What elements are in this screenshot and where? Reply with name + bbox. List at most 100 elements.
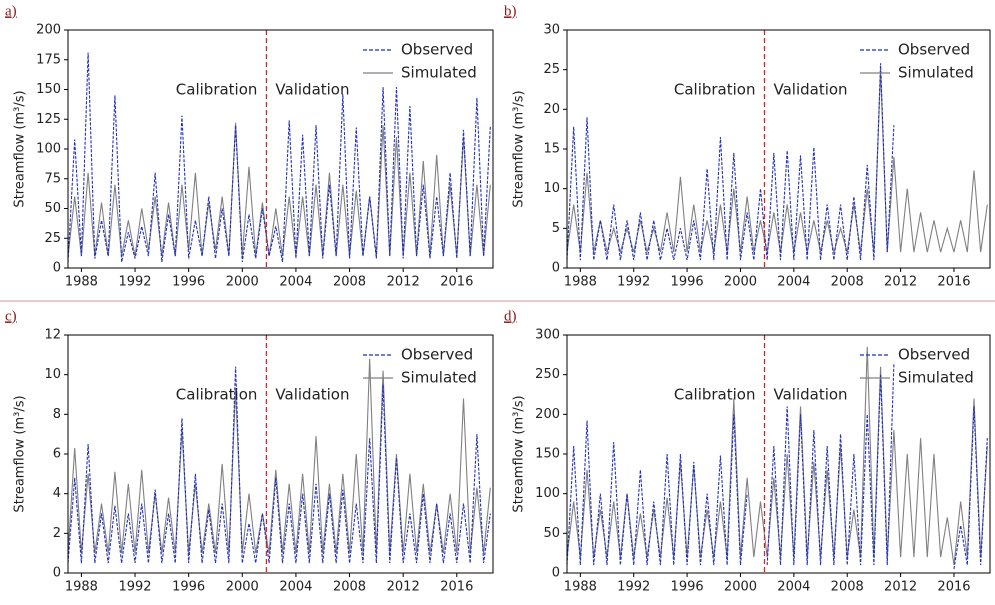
y-tick-label: 175 [36,52,61,67]
x-tick-label: 2000 [724,580,757,595]
y-tick-label: 150 [535,447,560,462]
series-line [68,52,491,263]
y-axis-label: Streamflow (m³/s) [512,90,527,207]
plot-area [567,63,988,261]
y-tick-label: 25 [543,62,560,77]
annotation: Validation [275,386,349,404]
series-line [953,406,988,570]
series-line [567,414,748,566]
y-tick-label: 100 [535,486,560,501]
x-tick-label: 1988 [65,275,98,290]
x-tick-label: 2012 [884,580,917,595]
y-tick-label: 0 [552,566,560,581]
y-tick-label: 5 [552,221,560,236]
y-tick-label: 150 [36,82,61,97]
x-tick-label: 2008 [831,580,864,595]
y-tick-label: 30 [543,23,560,38]
x-tick-label: 1988 [564,275,597,290]
plot-area [68,358,491,564]
x-tick-label: 1996 [671,275,704,290]
annotation: Validation [275,81,349,99]
y-tick-label: 250 [535,367,560,382]
annotation: Validation [773,386,847,404]
y-tick-label: 4 [53,486,61,501]
x-tick-label: 2008 [333,275,366,290]
y-tick-label: 10 [543,181,560,196]
x-tick-label: 2004 [777,275,810,290]
x-tick-label: 1988 [564,580,597,595]
series-line [567,63,895,261]
x-tick-label: 2012 [884,275,917,290]
series-line [567,69,988,255]
x-tick-label: 2000 [226,275,259,290]
y-tick-label: 300 [535,328,560,343]
y-tick-label: 50 [44,201,61,216]
y-tick-label: 200 [36,23,61,38]
legend-label: Simulated [898,64,974,82]
legend-label: Simulated [401,64,477,82]
y-tick-label: 12 [44,328,61,343]
y-tick-label: 100 [36,142,61,157]
x-tick-label: 2008 [333,580,366,595]
panel-label: c) [5,308,17,324]
x-tick-label: 2012 [387,275,420,290]
series-line [567,346,988,566]
y-tick-label: 0 [53,566,61,581]
series-line [68,366,491,564]
axes-frame [67,334,494,574]
x-tick-label: 1996 [172,275,205,290]
annotation: Calibration [176,386,258,404]
x-tick-label: 2000 [226,580,259,595]
legend-label: Observed [898,41,970,59]
axes-frame [566,29,991,269]
y-tick-label: 200 [535,407,560,422]
y-tick-label: 2 [53,526,61,541]
y-tick-label: 25 [44,231,61,246]
panel-label: a) [5,3,17,19]
y-tick-label: 6 [53,447,61,462]
annotation: Calibration [674,81,756,99]
y-tick-label: 125 [36,112,61,127]
y-tick-label: 75 [44,171,61,186]
x-tick-label: 2004 [279,275,312,290]
y-axis-label: Streamflow (m³/s) [13,395,28,512]
x-tick-label: 2012 [387,580,420,595]
legend-label: Simulated [898,369,974,387]
y-tick-label: 8 [53,407,61,422]
legend-label: Observed [401,41,473,59]
y-tick-label: 50 [543,526,560,541]
x-tick-label: 1992 [617,275,650,290]
legend-label: Observed [401,346,473,364]
annotation: Validation [773,81,847,99]
annotation: Calibration [176,81,258,99]
x-tick-label: 2016 [440,275,473,290]
legend-label: Observed [898,346,970,364]
y-axis-label: Streamflow (m³/s) [13,90,28,207]
plot-area [567,346,988,570]
x-tick-label: 2016 [937,580,970,595]
y-tick-label: 15 [543,142,560,157]
x-tick-label: 1992 [617,580,650,595]
x-tick-label: 1996 [172,580,205,595]
x-tick-label: 2008 [831,275,864,290]
legend-label: Simulated [401,369,477,387]
y-axis-label: Streamflow (m³/s) [512,395,527,512]
series-line [68,358,491,554]
x-tick-label: 1992 [118,275,151,290]
series-line [766,362,895,566]
x-tick-label: 1992 [118,580,151,595]
panel-label: b) [504,3,517,19]
x-tick-label: 2016 [440,580,473,595]
annotation: Calibration [674,386,756,404]
x-tick-label: 2004 [777,580,810,595]
x-tick-label: 1996 [671,580,704,595]
y-tick-label: 20 [543,102,560,117]
axes-frame [566,334,991,574]
y-tick-label: 0 [552,261,560,276]
y-tick-label: 10 [44,367,61,382]
axes-frame [67,29,494,269]
x-tick-label: 2016 [937,275,970,290]
y-tick-label: 0 [53,261,61,276]
panel-label: d) [504,308,517,324]
